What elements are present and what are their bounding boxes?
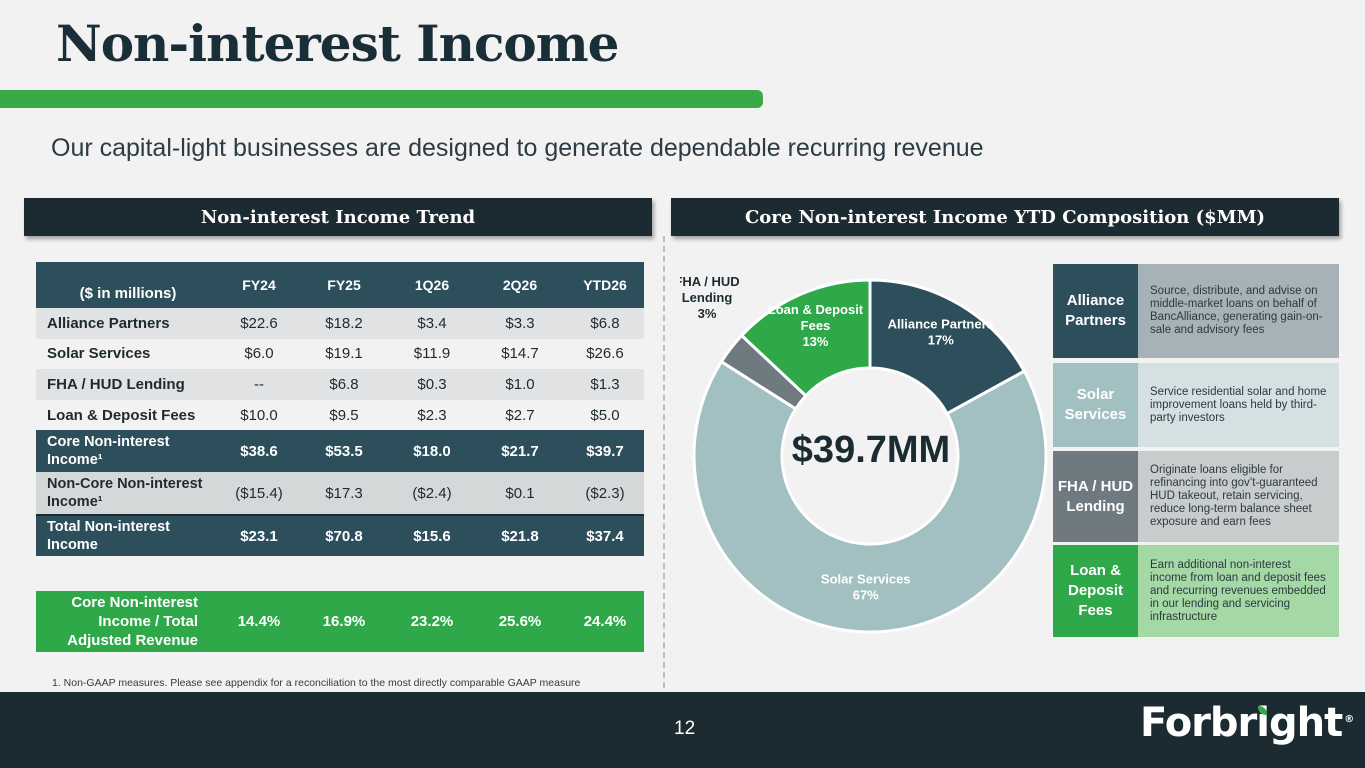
table-cell: $18.2	[325, 314, 363, 332]
donut-slice-label: Loan & Deposit Fees 13%	[768, 302, 864, 349]
table-cell: $1.3	[590, 375, 620, 393]
legend-solar-services: Solar Services Service residential solar…	[1053, 363, 1339, 447]
table-cell: $11.9	[413, 345, 451, 363]
donut-slice-alliance-partners	[868, 278, 1027, 416]
column-header: 1Q26	[414, 277, 450, 293]
page-number: 12	[674, 718, 696, 739]
registered-mark: ®	[1344, 713, 1355, 725]
table-row: Loan & Deposit Fees $10.0 $9.5 $2.3 $2.7…	[36, 399, 644, 431]
table-cell: --	[254, 375, 264, 393]
logo-text: Forbright	[1140, 700, 1343, 746]
table-cell: $21.8	[501, 527, 539, 545]
page-title: Non-interest Income	[56, 14, 619, 73]
table-cell: $2.7	[505, 406, 535, 424]
legend-name: FHA / HUD Lending	[1053, 451, 1138, 542]
ratio-label: Core Non-interest Income / Total Adjuste…	[67, 594, 198, 649]
legend-description: Service residential solar and home impro…	[1138, 363, 1339, 447]
composition-donut-chart: Alliance Partners 17% Solar Services 67% FHA…	[680, 274, 1048, 634]
table-cell: $53.5	[325, 442, 363, 460]
column-header: ($ in millions)	[79, 284, 177, 302]
table-cell: $0.3	[417, 375, 447, 393]
ratio-cell: 24.4%	[583, 613, 627, 630]
table-cell: ($2.4)	[412, 484, 452, 502]
table-cell: $14.7	[501, 345, 539, 363]
table-cell: $9.5	[329, 406, 359, 424]
trend-table: ($ in millions) FY24 FY25 1Q26 2Q26 YTD2…	[36, 262, 644, 557]
table-cell: ($2.3)	[585, 484, 625, 502]
table-cell: $22.6	[240, 314, 278, 332]
table-cell: $15.6	[413, 527, 451, 545]
donut-center-label: $39.7MM	[792, 429, 950, 471]
legend-name: Loan & Deposit Fees	[1053, 545, 1138, 637]
table-cell: $0.1	[505, 484, 535, 502]
table-cell: $70.8	[325, 527, 363, 545]
table-cell: $19.1	[325, 345, 363, 363]
ratio-cell: 25.6%	[498, 613, 542, 630]
ratio-cell: 23.2%	[410, 613, 454, 630]
table-cell: $3.4	[417, 314, 447, 332]
table-header-row: ($ in millions) FY24 FY25 1Q26 2Q26 YTD2…	[36, 262, 644, 308]
forbright-logo: Forbright ®	[1140, 700, 1354, 746]
row-label: FHA / HUD Lending	[47, 375, 185, 393]
table-row-total: Total Non-interest Income $23.1 $70.8 $1…	[36, 514, 644, 557]
table-cell: $5.0	[590, 406, 620, 424]
column-header: FY24	[242, 277, 276, 293]
row-label: Solar Services	[47, 345, 151, 363]
table-cell: $1.0	[505, 375, 535, 393]
ratio-row: Core Non-interest Income / Total Adjuste…	[36, 591, 644, 652]
trend-section-header: Non-interest Income Trend	[24, 198, 652, 236]
column-header: YTD26	[583, 277, 627, 293]
legend-loan-deposit-fees: Loan & Deposit Fees Earn additional non-…	[1053, 545, 1339, 637]
table-cell: $6.8	[590, 314, 620, 332]
footnote: 1. Non-GAAP measures. Please see appendi…	[52, 677, 581, 689]
table-cell: $6.8	[329, 375, 359, 393]
legend-alliance-partners: Alliance Partners Source, distribute, an…	[1053, 264, 1339, 358]
title-accent-bar	[0, 90, 763, 108]
donut-slice-loan-deposit-fees	[739, 278, 872, 398]
donut-slice-label: Alliance Partners 17%	[888, 316, 994, 347]
table-row: Alliance Partners $22.6 $18.2 $3.4 $3.3 …	[36, 308, 644, 339]
table-row-core-total: Core Non-interest Income¹ $38.6 $53.5 $1…	[36, 430, 644, 473]
table-cell: $6.0	[244, 345, 274, 363]
table-cell: $10.0	[240, 406, 278, 424]
section-divider	[663, 236, 665, 688]
legend-description: Earn additional non-interest income from…	[1138, 545, 1339, 637]
table-cell: $17.3	[325, 484, 363, 502]
table-row: Solar Services $6.0 $19.1 $11.9 $14.7 $2…	[36, 338, 644, 370]
table-cell: $26.6	[586, 345, 624, 363]
table-cell: $37.4	[586, 527, 624, 545]
table-cell: $21.7	[501, 442, 539, 460]
legend-fha-hud-lending: FHA / HUD Lending Originate loans eligib…	[1053, 451, 1339, 542]
donut-slice-label: FHA / HUD Lending 3%	[680, 274, 740, 321]
legend-description: Originate loans eligible for refinancing…	[1138, 451, 1339, 542]
ratio-cell: 16.9%	[322, 613, 366, 630]
donut-slice-label: Solar Services 67%	[821, 571, 911, 602]
table-row: FHA / HUD Lending -- $6.8 $0.3 $1.0 $1.3	[36, 369, 644, 400]
composition-section-header: Core Non-interest Income YTD Composition…	[671, 198, 1339, 236]
table-cell: $2.3	[417, 406, 447, 424]
column-header: 2Q26	[502, 277, 538, 293]
leaf-icon	[1258, 706, 1267, 715]
table-cell: ($15.4)	[235, 484, 283, 502]
table-cell: $38.6	[240, 442, 278, 460]
row-label: Total Non-interest Income	[47, 519, 170, 554]
legend-name: Alliance Partners	[1053, 264, 1138, 358]
table-cell: $39.7	[586, 442, 624, 460]
table-row-noncore: Non-Core Non-interest Income¹ ($15.4) $1…	[36, 472, 644, 515]
footer-bar	[0, 692, 1365, 768]
row-label: Loan & Deposit Fees	[47, 406, 196, 424]
table-cell: $23.1	[240, 527, 278, 545]
table-cell: $3.3	[505, 314, 535, 332]
row-label: Non-Core Non-interest Income¹	[47, 476, 203, 511]
row-label: Core Non-interest Income¹	[47, 434, 170, 469]
legend-name: Solar Services	[1053, 363, 1138, 447]
column-header: FY25	[327, 277, 361, 293]
row-label: Alliance Partners	[47, 314, 170, 332]
donut-slice-solar-services	[692, 359, 1048, 634]
table-cell: $18.0	[413, 442, 451, 460]
ratio-cell: 14.4%	[237, 613, 281, 630]
legend-description: Source, distribute, and advise on middle…	[1138, 264, 1339, 358]
page-subtitle: Our capital-light businesses are designe…	[51, 134, 984, 162]
